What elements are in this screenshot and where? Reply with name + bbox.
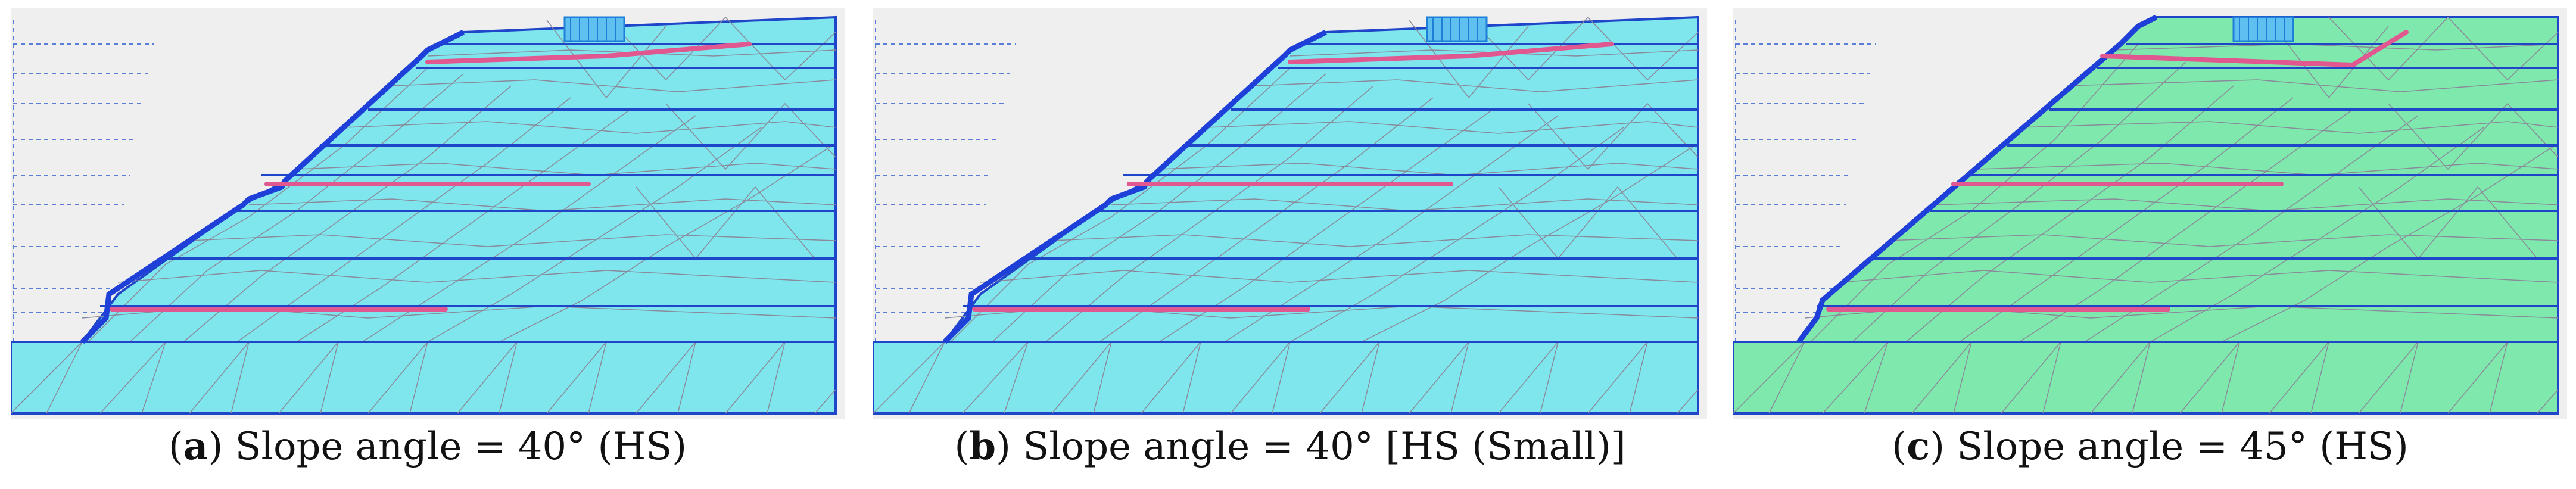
load-arrows bbox=[570, 17, 616, 41]
panel-a bbox=[11, 8, 845, 419]
caption-b-text: Slope angle = 40° [HS (Small)] bbox=[1023, 425, 1626, 469]
finite-element-mesh bbox=[11, 16, 836, 414]
reinforcement-lines bbox=[110, 42, 752, 312]
surface-load bbox=[2232, 16, 2294, 42]
slope-face bbox=[1796, 14, 2158, 344]
caption-b-label: b bbox=[969, 424, 996, 469]
dashed-guides bbox=[13, 20, 154, 342]
caption-c: (c) Slope angle = 45° (HS) bbox=[1892, 424, 2409, 469]
slope-model-a bbox=[11, 8, 845, 419]
caption-c-text: Slope angle = 45° (HS) bbox=[1957, 425, 2409, 469]
surface-load bbox=[1426, 16, 1488, 42]
layer-boundaries bbox=[1733, 43, 2558, 343]
load-block bbox=[1426, 16, 1488, 42]
surface-load bbox=[563, 16, 625, 42]
caption-a: (a) Slope angle = 40° (HS) bbox=[168, 424, 687, 469]
layer-boundaries bbox=[873, 43, 1698, 343]
caption-b: (b) Slope angle = 40° [HS (Small)] bbox=[954, 424, 1626, 469]
caption-c-label: c bbox=[1907, 424, 1930, 469]
slope-face bbox=[80, 29, 465, 344]
panel-b bbox=[873, 8, 1707, 419]
load-block bbox=[563, 16, 625, 42]
layer-boundaries bbox=[11, 43, 836, 343]
caption-a-text: Slope angle = 40° (HS) bbox=[235, 425, 687, 469]
slope-model-c bbox=[1733, 8, 2567, 419]
slope-face bbox=[942, 29, 1328, 344]
slope-model-b bbox=[873, 8, 1707, 419]
reinforcement-lines bbox=[1826, 30, 2409, 312]
panel-c bbox=[1733, 8, 2567, 419]
caption-a-label: a bbox=[183, 424, 208, 469]
finite-element-mesh bbox=[1733, 16, 2559, 414]
dashed-guides bbox=[875, 20, 1016, 342]
dashed-guides bbox=[1735, 20, 1876, 342]
load-arrows bbox=[1432, 17, 1478, 41]
load-block bbox=[2232, 16, 2294, 42]
load-arrows bbox=[2239, 17, 2285, 41]
reinforcement-lines bbox=[972, 42, 1614, 312]
